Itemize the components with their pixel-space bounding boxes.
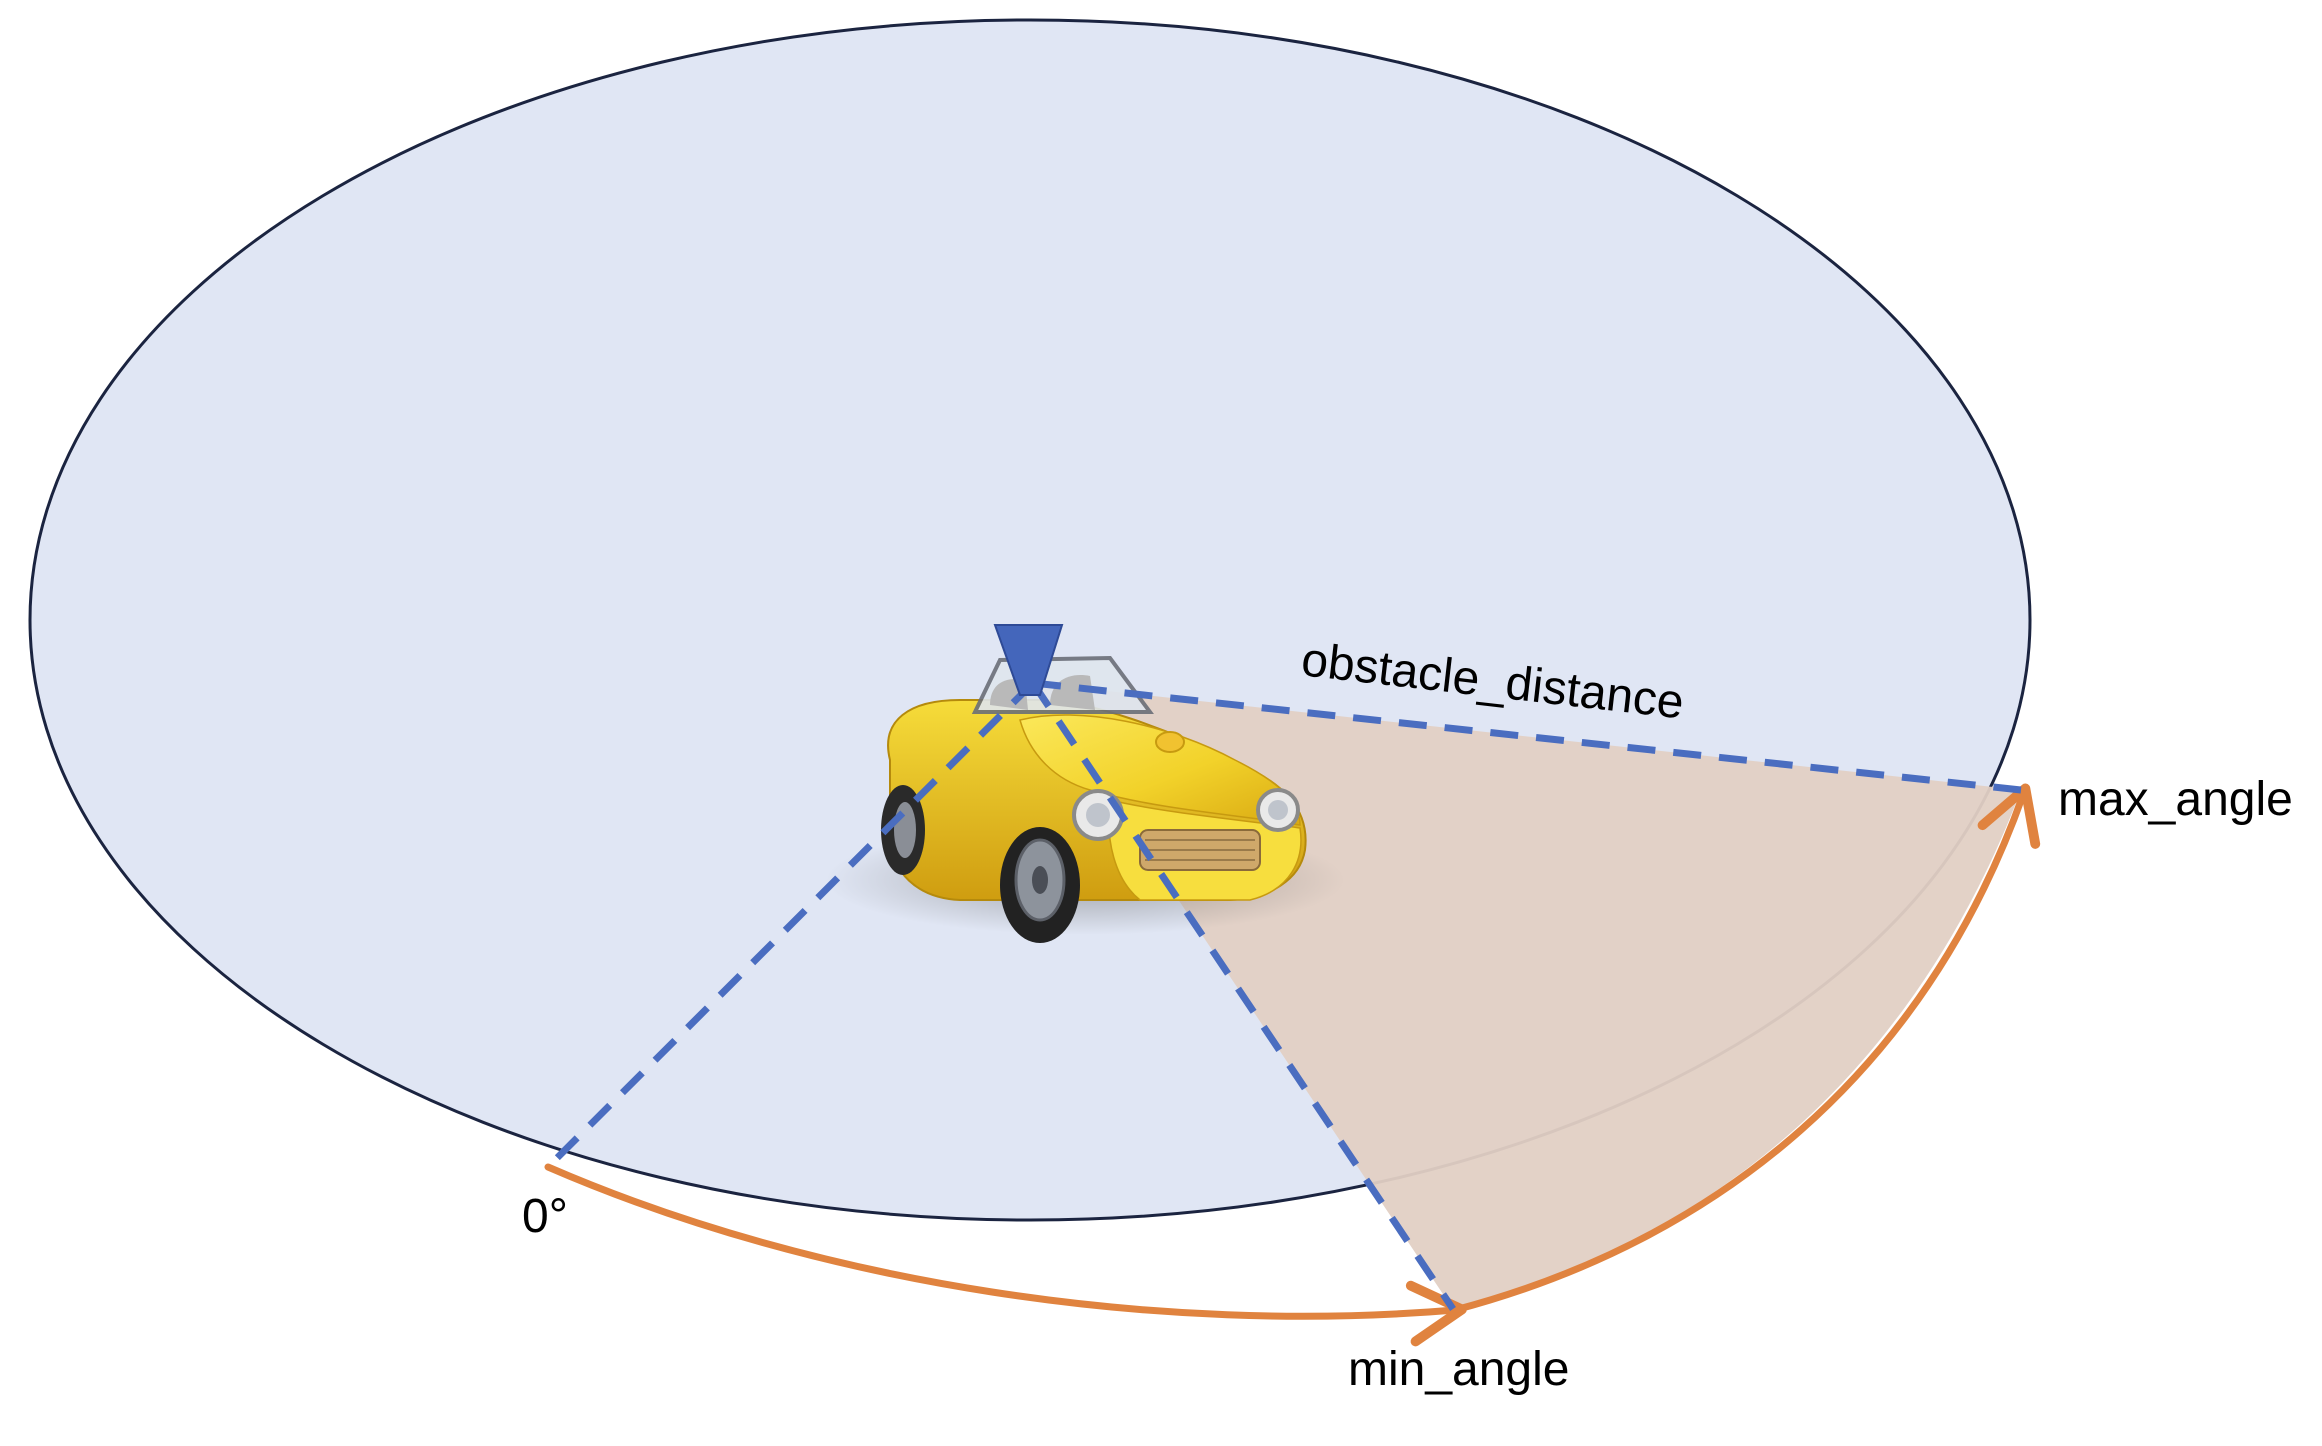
sensor-icon [993, 624, 1064, 696]
ray-min-angle [1030, 681, 1456, 1311]
ray-max-angle [1032, 679, 2022, 794]
zero-angle-label: 0° [522, 1190, 568, 1243]
angle-arc-min-to-max [1451, 783, 2041, 1314]
angle-arc-zero-to-min [544, 1163, 1467, 1347]
car-icon [881, 655, 1307, 943]
ray-zero-angle [545, 680, 1036, 1170]
min-angle-label: min_angle [1348, 1343, 1569, 1396]
max-angle-label: max_angle [2058, 773, 2293, 826]
